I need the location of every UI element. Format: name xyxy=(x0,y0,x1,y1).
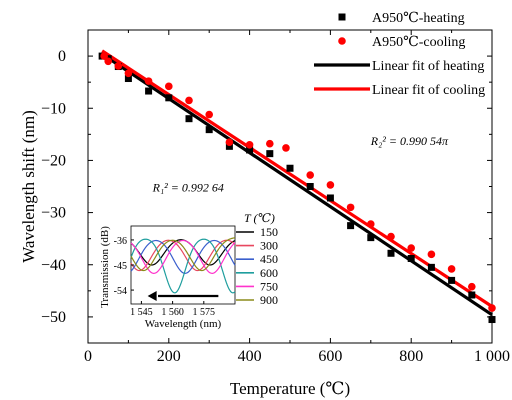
y-tick-label: −50 xyxy=(41,309,66,326)
heating-point xyxy=(488,316,496,324)
cooling-point xyxy=(407,244,416,252)
main-x-axis-label: Temperature (℃) xyxy=(230,379,350,398)
heating-point xyxy=(427,263,435,271)
cooling-point xyxy=(165,82,173,91)
inset-spectrum-600 xyxy=(130,238,236,294)
heating-point xyxy=(347,222,355,230)
legend-label: Linear fit of cooling xyxy=(372,83,485,98)
legend-label: A950℃-heating xyxy=(372,11,465,26)
heating-point xyxy=(165,94,173,102)
y-tick-label: −10 xyxy=(41,100,66,117)
annotation-layer: R₁² = 0.992 64 R₂² = 0.990 54π xyxy=(152,134,449,195)
heating-point xyxy=(124,75,132,83)
inset-spectrum-450 xyxy=(130,239,236,274)
heating-point xyxy=(387,249,395,257)
y-tick-label: −40 xyxy=(41,257,66,274)
inset-series-layer xyxy=(130,237,236,294)
main-plot: 0 200 400 600 800 1 000 0 −10 −20 −30 −40 −50 Temp… xyxy=(19,11,510,398)
heating-point xyxy=(407,254,415,262)
inset-spectrum-300 xyxy=(130,239,236,272)
inset-y-axis: -36 -45 -54 xyxy=(114,236,134,297)
inset-legend-title: T (℃) xyxy=(244,211,275,225)
heating-point xyxy=(468,291,476,299)
heating-point xyxy=(448,276,456,284)
heating-point xyxy=(367,234,375,242)
x-tick-label: 800 xyxy=(399,348,423,365)
y-tick-label: −20 xyxy=(41,152,66,169)
inset-spectrum-750 xyxy=(130,239,236,274)
cooling-point xyxy=(225,138,234,146)
inset-legend-label: 450 xyxy=(260,252,278,266)
cooling-point xyxy=(205,110,213,119)
main-y-axis: 0 −10 −20 −30 −40 −50 xyxy=(41,48,492,344)
cooling-point xyxy=(488,304,496,312)
cooling-point xyxy=(114,62,123,70)
cooling-point xyxy=(282,144,290,152)
inset-x-axis-label: Wavelength (nm) xyxy=(145,318,222,330)
cooling-point xyxy=(144,77,153,85)
cooling-point xyxy=(367,220,375,228)
inset-x-tick-label: 1 560 xyxy=(161,307,184,318)
fit-line-cooling xyxy=(101,49,493,308)
x-tick-label: 1 000 xyxy=(474,348,510,365)
inset-legend-label: 750 xyxy=(260,279,278,293)
inset-legend-label: 300 xyxy=(260,239,278,253)
cooling-point xyxy=(306,171,315,179)
cooling-point xyxy=(346,203,355,212)
heating-point xyxy=(205,126,213,134)
cooling-point xyxy=(387,232,395,241)
cooling-point xyxy=(447,265,456,273)
inset-spectrum-900 xyxy=(130,237,236,272)
inset-y-axis-label: Transmission (dB) xyxy=(99,226,111,308)
heating-point xyxy=(185,115,193,123)
x-tick-label: 400 xyxy=(238,348,262,365)
cooling-point xyxy=(326,181,335,189)
cooling-point xyxy=(100,52,108,60)
x-tick-label: 600 xyxy=(318,348,342,365)
heating-point xyxy=(246,146,254,154)
legend-square-swatch xyxy=(338,13,346,21)
r-squared-annotation: R₁² = 0.992 64 xyxy=(152,181,224,195)
legend-circle-swatch xyxy=(338,37,346,45)
inset-y-tick-label: -45 xyxy=(114,261,127,272)
heating-point xyxy=(326,194,334,202)
heating-point xyxy=(286,164,294,172)
inset-y-tick-label: -54 xyxy=(114,286,127,297)
cooling-point xyxy=(245,140,254,149)
x-tick-label: 0 xyxy=(84,348,92,365)
cooling-point xyxy=(468,282,476,291)
legend-label: A950℃-cooling xyxy=(372,35,465,50)
heating-point xyxy=(306,183,314,190)
heating-point xyxy=(266,150,274,158)
cooling-point xyxy=(185,96,193,105)
inset-legend-label: 900 xyxy=(260,293,278,307)
inset-legend-label: 150 xyxy=(260,225,278,239)
cooling-point xyxy=(124,69,133,78)
inset-legend-label: 600 xyxy=(260,266,278,280)
heating-point xyxy=(225,142,233,150)
inset-x-tick-label: 1 575 xyxy=(193,307,216,318)
inset-shift-arrow xyxy=(147,291,219,301)
x-tick-label: 200 xyxy=(157,348,181,365)
main-y-axis-label: Wavelength shift (nm) xyxy=(19,110,38,263)
inset-plot: 1 545 1 560 1 575 -36 -45 -54 Wavelength (nm… xyxy=(99,211,278,330)
inset-x-tick-label: 1 545 xyxy=(130,307,153,318)
main-x-axis: 0 200 400 600 800 1 000 xyxy=(84,30,510,365)
inset-y-tick-label: -36 xyxy=(114,236,127,247)
y-tick-label: 0 xyxy=(58,48,66,65)
cooling-point xyxy=(266,139,274,148)
inset-arrow-head xyxy=(147,291,157,301)
cooling-point xyxy=(427,250,436,259)
legend-label: Linear fit of heating xyxy=(372,59,484,74)
cooling-point xyxy=(104,57,112,66)
main-series-layer xyxy=(98,49,496,324)
heating-point xyxy=(145,87,153,95)
main-legend: A950℃-heating A950℃-cooling Linear fit of … xyxy=(314,11,485,98)
r-squared-annotation: R₂² = 0.990 54π xyxy=(370,134,449,148)
inset-x-axis: 1 545 1 560 1 575 xyxy=(130,301,215,318)
y-tick-label: −30 xyxy=(41,205,66,222)
